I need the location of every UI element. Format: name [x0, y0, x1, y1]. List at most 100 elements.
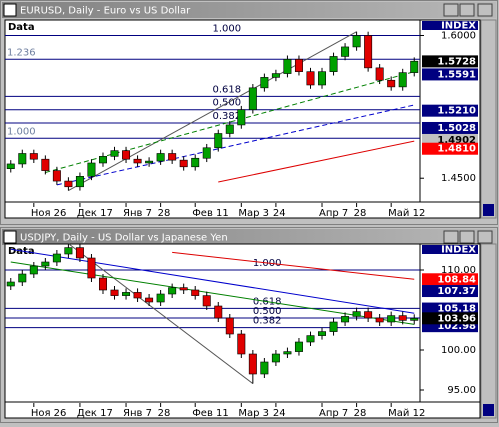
price-label: 107.37: [437, 286, 476, 297]
x-tick-label: Янв 7: [123, 208, 152, 219]
candle-body: [122, 150, 131, 160]
candle-body: [18, 153, 27, 165]
y-tick-label: 100.00: [441, 345, 476, 356]
candle-body: [387, 315, 396, 323]
candle-body: [29, 265, 38, 275]
candle-body: [341, 316, 350, 323]
chart-area: [4, 243, 421, 403]
candle-body: [294, 341, 303, 352]
candle-body: [64, 180, 73, 188]
price-label: 1.5728: [437, 56, 476, 67]
x-tick-label: Янв 7: [123, 408, 152, 419]
candle-body: [6, 163, 15, 170]
index-header-box: [422, 21, 478, 30]
candle-body: [225, 317, 234, 335]
title-bar: [2, 2, 496, 18]
fib-label: 1.000: [253, 258, 282, 269]
candle-body: [248, 353, 257, 375]
candle-body: [87, 257, 96, 279]
candle-body: [271, 353, 280, 363]
window-title: EURUSD, Daily - Euro vs US Dollar: [20, 6, 191, 17]
price-label-box: [422, 312, 478, 325]
fib-label: 1.000: [7, 126, 36, 137]
candle-body: [52, 253, 61, 263]
fib-label: 1.236: [7, 47, 36, 58]
candle-body: [156, 153, 165, 162]
x-tick-label: 28: [158, 208, 171, 219]
candle-body: [87, 162, 96, 177]
candle-body: [75, 176, 84, 188]
candle-body: [133, 158, 142, 164]
candle-body: [179, 287, 188, 291]
candle-body: [283, 351, 292, 355]
time-axis: [4, 201, 481, 219]
x-tick-label: 28: [354, 208, 367, 219]
indicator-line: [10, 261, 415, 325]
x-tick-label: Ноя 26: [31, 208, 67, 219]
side-toolbar: [480, 243, 497, 419]
candle-body: [214, 133, 223, 149]
close-button[interactable]: [477, 230, 493, 244]
x-tick-label: Дек 17: [77, 208, 113, 219]
candle-body: [364, 35, 373, 69]
y-tick-label: 110.00: [441, 265, 476, 276]
candle-body: [283, 58, 292, 74]
window-icon: [3, 3, 17, 17]
side-toolbar: [480, 19, 497, 219]
x-tick-label: Мар 3: [238, 208, 269, 219]
index-header-box: [422, 245, 478, 254]
candle-body: [375, 317, 384, 323]
close-button[interactable]: [477, 3, 493, 17]
x-tick-label: 24: [273, 208, 286, 219]
price-label: 1.5028: [437, 123, 476, 134]
tool-button[interactable]: [483, 204, 494, 216]
fib-label: 0.382: [213, 111, 242, 122]
candle-body: [191, 157, 200, 168]
candle-body: [110, 150, 119, 157]
y-tick-label: 1.6000: [441, 31, 476, 42]
minimize-button[interactable]: [443, 3, 459, 17]
y-tick-label: 1.4500: [441, 173, 476, 184]
x-tick-label: Апр 7: [319, 408, 348, 419]
minimize-button[interactable]: [443, 230, 459, 244]
candle-body: [145, 297, 154, 303]
candle-body: [398, 72, 407, 88]
price-label-box: [422, 68, 478, 81]
x-tick-label: Дек 17: [77, 408, 113, 419]
x-tick-label: Фев 11: [192, 408, 229, 419]
maximize-button[interactable]: [459, 3, 475, 17]
price-label-box: [422, 121, 478, 134]
candle-body: [271, 73, 280, 78]
candle-body: [398, 315, 407, 321]
candle-body: [294, 58, 303, 72]
candle-body: [341, 46, 350, 57]
candle-body: [191, 289, 200, 296]
candle-body: [98, 156, 107, 164]
candle-body: [6, 281, 15, 287]
index-header: INDEX: [441, 245, 476, 256]
candle-body: [225, 124, 234, 134]
candle-body: [352, 35, 361, 48]
price-label-box: [422, 285, 478, 298]
x-tick-label: 24: [273, 408, 286, 419]
maximize-button[interactable]: [459, 230, 475, 244]
indicator-line: [10, 248, 415, 314]
legend-label: Data: [8, 22, 35, 33]
candle-body: [306, 335, 315, 343]
tool-button[interactable]: [483, 404, 494, 416]
candle-body: [237, 109, 246, 126]
candle-body: [306, 71, 315, 86]
price-label-box: [422, 273, 478, 286]
x-tick-label: 28: [158, 408, 171, 419]
fib-label: 0.500: [253, 306, 282, 317]
time-axis: [4, 401, 481, 419]
candle-body: [179, 159, 188, 168]
candle-body: [145, 160, 154, 164]
candle-body: [237, 333, 246, 355]
candle-body: [202, 295, 211, 307]
candle-body: [410, 60, 419, 73]
indicator-line: [56, 104, 415, 186]
indicator-line: [68, 243, 254, 384]
price-label: 105.18: [437, 304, 476, 315]
